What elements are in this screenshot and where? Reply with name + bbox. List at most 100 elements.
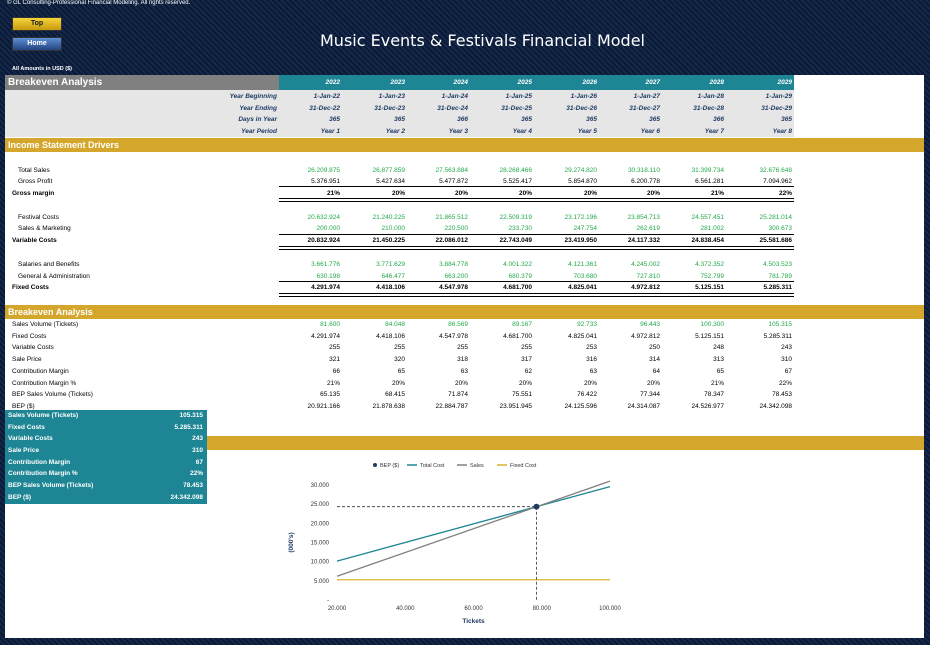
breakeven-row-label: Sale Price	[12, 356, 42, 364]
breakeven-cell: 20%	[391, 379, 405, 387]
summary-box: Sales Volume (Tickets) 105.315 Fixed Costs…	[5, 410, 207, 504]
y-tick-label: 5.000	[314, 579, 330, 585]
breakeven-row-label: Sales Volume (Tickets)	[12, 321, 79, 328]
date-cell: Year 1	[320, 127, 340, 135]
summary-label: Contribution Margin	[8, 458, 71, 466]
breakeven-cell: 24.526.977	[691, 402, 724, 410]
bep-marker	[533, 503, 540, 510]
income-cell: 22.086.012	[435, 237, 468, 245]
date-cell: Year 5	[577, 127, 597, 135]
breakeven-cell: 71.874	[448, 391, 468, 399]
breakeven-cell: 76.422	[577, 391, 597, 399]
breakeven-row-label: Contribution Margin	[12, 367, 69, 375]
summary-row: BEP Sales Volume (Tickets) 78.453	[5, 480, 207, 492]
y-tick-label: 15.000	[311, 541, 330, 547]
date-cell: Year 6	[640, 127, 660, 135]
income-cell: 200.000	[316, 225, 341, 233]
summary-value: 24.342.098	[170, 493, 203, 501]
date-cell: 365	[394, 116, 405, 123]
breakeven-row-label: BEP Sales Volume (Tickets)	[12, 391, 93, 399]
date-cell: 1-Jan-26	[570, 93, 597, 100]
income-cell: 4.418.106	[376, 284, 405, 292]
income-cell: 22.509.319	[499, 213, 532, 221]
date-cell: 1-Jan-23	[378, 93, 405, 100]
income-cell: 20%	[454, 189, 468, 197]
income-cell: 262.619	[636, 225, 661, 233]
home-button[interactable]: Home	[12, 37, 62, 51]
date-row-label: Year Period	[241, 127, 277, 135]
breakeven-cell: 64	[652, 367, 660, 375]
breakeven-cell: 4.291.974	[311, 332, 340, 340]
income-cell: 4.245.002	[631, 260, 660, 268]
series-line-sales	[336, 480, 611, 577]
breakeven-row-label: Variable Costs	[12, 344, 54, 352]
income-cell: 21.450.225	[372, 237, 405, 245]
breakeven-row-label: Fixed Costs	[12, 332, 47, 340]
top-button[interactable]: Top	[12, 17, 62, 31]
income-cell: 20%	[646, 189, 660, 197]
breakeven-cell: 21%	[710, 379, 724, 387]
summary-value: 105.315	[179, 412, 204, 419]
year-header: 2029	[777, 79, 792, 86]
date-cell: 366	[713, 116, 724, 123]
y-tick-label: 25.000	[311, 502, 330, 508]
breakeven-cell: 24.125.596	[564, 402, 597, 410]
income-cell: 21.865.512	[435, 213, 468, 221]
year-header-bar	[279, 75, 794, 90]
row-rule	[279, 234, 794, 235]
date-cell: 365	[329, 116, 340, 123]
breakeven-cell: 318	[457, 356, 468, 364]
income-row-label: Sales & Marketing	[18, 225, 71, 233]
section-income-statement-drivers: Income Statement Drivers	[5, 138, 924, 152]
breakeven-cell: 255	[329, 344, 340, 352]
income-row-label: Festival Costs	[18, 213, 59, 221]
breakeven-cell: 255	[457, 344, 468, 352]
breakeven-cell: 4.681.700	[503, 332, 532, 340]
breakeven-cell: 20%	[518, 379, 532, 387]
income-cell: 3.884.778	[439, 260, 468, 268]
date-cell: 365	[649, 116, 660, 123]
income-cell: 22%	[778, 189, 792, 197]
income-cell: 4.825.041	[568, 284, 597, 292]
summary-value: 5.285.311	[174, 423, 203, 431]
summary-value: 67	[195, 458, 203, 466]
income-cell: 703.680	[573, 272, 598, 280]
income-cell: 646.477	[381, 272, 406, 280]
breakeven-row-label: BEP ($)	[12, 402, 35, 410]
breakeven-cell: 63	[460, 367, 468, 375]
summary-row: Contribution Margin % 22%	[5, 468, 207, 480]
income-cell: 23.854.713	[627, 213, 660, 221]
income-cell: 4.121.361	[568, 260, 597, 268]
breakeven-cell: 75.551	[512, 391, 532, 399]
income-cell: 781.789	[768, 272, 793, 280]
summary-value: 310	[192, 447, 203, 455]
summary-row: Sale Price 310	[5, 445, 207, 457]
income-row-label: Fixed Costs	[12, 284, 49, 292]
date-cell: 31-Dec-25	[501, 104, 532, 112]
breakeven-cell: 92.733	[577, 321, 597, 328]
row-rule	[279, 186, 794, 187]
breakeven-cell: 67	[784, 367, 792, 375]
summary-row: BEP ($) 24.342.098	[5, 492, 207, 504]
income-cell: 20%	[391, 189, 405, 197]
income-cell: 3.771.629	[376, 260, 405, 268]
dates-area	[5, 90, 794, 137]
income-cell: 220.500	[444, 225, 469, 233]
income-cell: 247.754	[573, 225, 598, 233]
date-cell: 1-Jan-29	[765, 93, 792, 100]
income-cell: 210.000	[381, 225, 406, 233]
income-cell: 25.581.686	[759, 237, 792, 245]
income-cell: 23.172.196	[564, 213, 597, 221]
date-cell: 31-Dec-23	[374, 104, 405, 112]
income-cell: 30.318.110	[627, 166, 660, 174]
year-header: 2027	[645, 79, 660, 86]
income-cell: 29.274.820	[564, 166, 597, 174]
legend-label: BEP ($)	[380, 463, 399, 469]
breakeven-cell: 22%	[778, 379, 792, 387]
amounts-note: All Amounts in USD ($)	[12, 66, 72, 72]
breakeven-row-label: Contribution Margin %	[12, 379, 77, 387]
breakeven-cell: 20%	[646, 379, 660, 387]
breakeven-cell: 96.443	[640, 321, 660, 328]
breakeven-cell: 5.285.311	[763, 332, 792, 340]
summary-value: 78.453	[183, 482, 203, 490]
